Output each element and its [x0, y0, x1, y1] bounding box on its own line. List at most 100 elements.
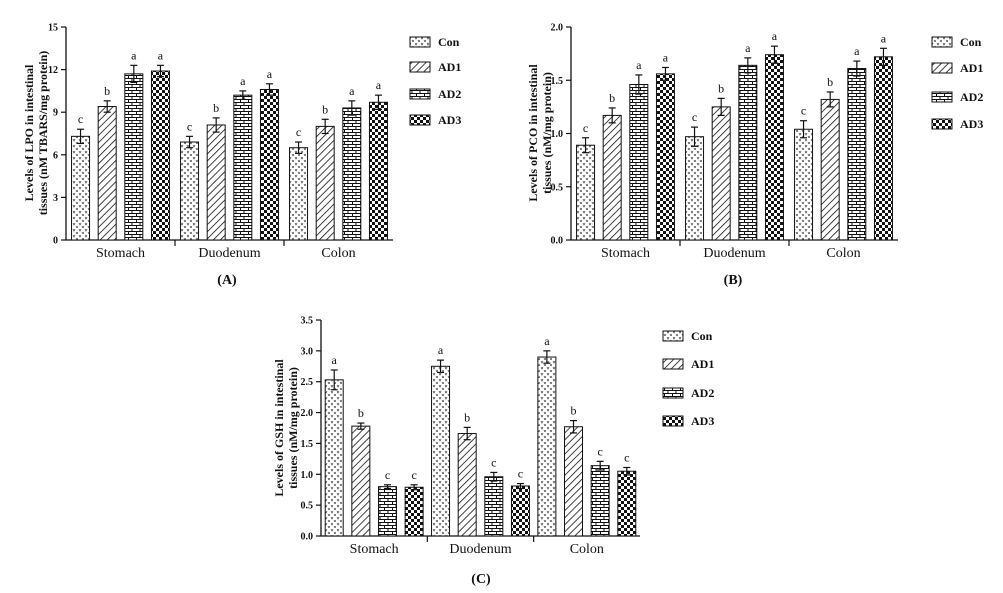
y-tick-label: 2.0	[301, 408, 314, 419]
bar	[537, 356, 557, 537]
legend-label: AD1	[438, 60, 461, 74]
bar	[590, 465, 610, 537]
bar	[764, 54, 784, 241]
significance-letter: b	[464, 410, 470, 424]
x-category-label: Duodenum	[198, 246, 260, 261]
bar	[738, 64, 758, 241]
significance-letter: b	[609, 91, 615, 105]
y-tick-label: 12	[48, 65, 58, 76]
legend-swatch	[662, 415, 684, 427]
significance-letter: a	[240, 74, 246, 88]
x-category-label: Colon	[321, 246, 355, 261]
significance-letter: b	[322, 102, 328, 116]
y-tick-label: 0	[53, 236, 58, 247]
significance-letter: a	[772, 29, 778, 43]
significance-letter: a	[332, 353, 338, 367]
bar	[259, 88, 279, 241]
significance-letter: b	[571, 404, 577, 418]
significance-letter: c	[624, 450, 629, 464]
chart-panel-b: 0.0 0.5 1.0 1.5 2.0 Levels of PCO in intestin…	[526, 23, 983, 289]
y-tick-label: 2.5	[301, 377, 314, 388]
significance-letter: a	[349, 84, 355, 98]
x-category-label: Duodenum	[703, 246, 765, 261]
legend-swatch	[931, 118, 953, 130]
legend-label: Con	[691, 329, 713, 343]
bar	[685, 136, 705, 241]
significance-letter: c	[692, 110, 697, 124]
panel-label: (C)	[471, 572, 491, 587]
bar	[847, 68, 867, 241]
legend-swatch	[931, 36, 953, 48]
y-tick-label: 2.0	[551, 23, 564, 34]
significance-letter: a	[854, 44, 860, 58]
significance-letter: a	[745, 41, 751, 55]
legend-swatch	[409, 61, 431, 73]
legend-label: AD1	[960, 61, 983, 75]
y-axis-label-line: Levels of PCO in intestinal	[526, 64, 540, 202]
legend-swatch	[662, 330, 684, 342]
significance-letter: a	[158, 48, 164, 62]
x-category-label: Colon	[826, 246, 860, 261]
y-tick-label: 3.0	[301, 346, 314, 357]
bar	[324, 379, 344, 537]
legend-label: AD2	[691, 386, 714, 400]
bar	[655, 73, 675, 241]
significance-letter: a	[438, 343, 444, 357]
significance-letter: b	[827, 75, 833, 89]
chart-panel-c: 0.0 0.5 1.0 1.5 2.0 2.5 3.0 3.5 Levels of GSH in…	[272, 316, 714, 588]
bar	[602, 114, 622, 241]
y-tick-label: 15	[48, 23, 58, 34]
bar	[124, 73, 144, 241]
significance-letter: c	[385, 468, 390, 482]
legend-label: AD3	[691, 414, 714, 428]
bar	[820, 98, 840, 241]
significance-letter: a	[881, 31, 887, 45]
bar	[457, 433, 477, 537]
bar	[289, 147, 309, 241]
y-tick-label: 9	[53, 108, 58, 119]
significance-letter: c	[296, 125, 301, 139]
significance-letter: c	[583, 121, 588, 135]
legend-swatch	[409, 114, 431, 126]
bar	[377, 486, 397, 537]
bar	[564, 426, 584, 537]
legend-label: Con	[960, 35, 982, 49]
legend-label: Con	[438, 35, 460, 49]
significance-letter: b	[718, 81, 724, 95]
significance-letter: b	[213, 101, 219, 115]
significance-letter: a	[131, 48, 137, 62]
significance-letter: c	[491, 455, 496, 469]
legend-label: AD2	[438, 87, 461, 101]
legend-swatch	[409, 88, 431, 100]
y-axis-label: Levels of PCO in intestinaltissues (nM/m…	[526, 64, 554, 202]
legend-swatch	[931, 62, 953, 74]
significance-letter: c	[411, 468, 416, 482]
chart-panel-a: 0 3 6 9 12 15 Levels of LPO in intestinaltissu…	[22, 23, 461, 289]
legend-swatch	[662, 358, 684, 370]
x-category-label: Colon	[570, 542, 604, 557]
significance-letter: a	[267, 67, 273, 81]
significance-letter: a	[636, 58, 642, 72]
y-axis-label: Levels of LPO in intestinaltissues (nM T…	[22, 51, 50, 216]
bar	[150, 70, 170, 241]
y-tick-label: 6	[53, 150, 58, 161]
x-category-label: Duodenum	[449, 542, 511, 557]
legend-swatch	[662, 387, 684, 399]
panel-label: (A)	[217, 273, 237, 288]
bar	[711, 106, 731, 241]
y-tick-label: 1.0	[551, 129, 564, 140]
y-tick-label: 3.5	[301, 316, 314, 327]
y-tick-label: 0.5	[301, 501, 314, 512]
bar	[484, 476, 504, 537]
x-category-label: Stomach	[96, 246, 145, 261]
significance-letter: b	[358, 406, 364, 420]
significance-letter: c	[78, 112, 83, 126]
significance-letter: a	[663, 50, 669, 64]
legend-label: AD2	[960, 90, 983, 104]
significance-letter: c	[518, 467, 523, 481]
bar	[97, 106, 117, 241]
y-axis-label-line: tissues (nM TBARS/mg protein)	[36, 51, 50, 216]
bar	[617, 470, 637, 537]
y-tick-label: 1.5	[551, 76, 564, 87]
